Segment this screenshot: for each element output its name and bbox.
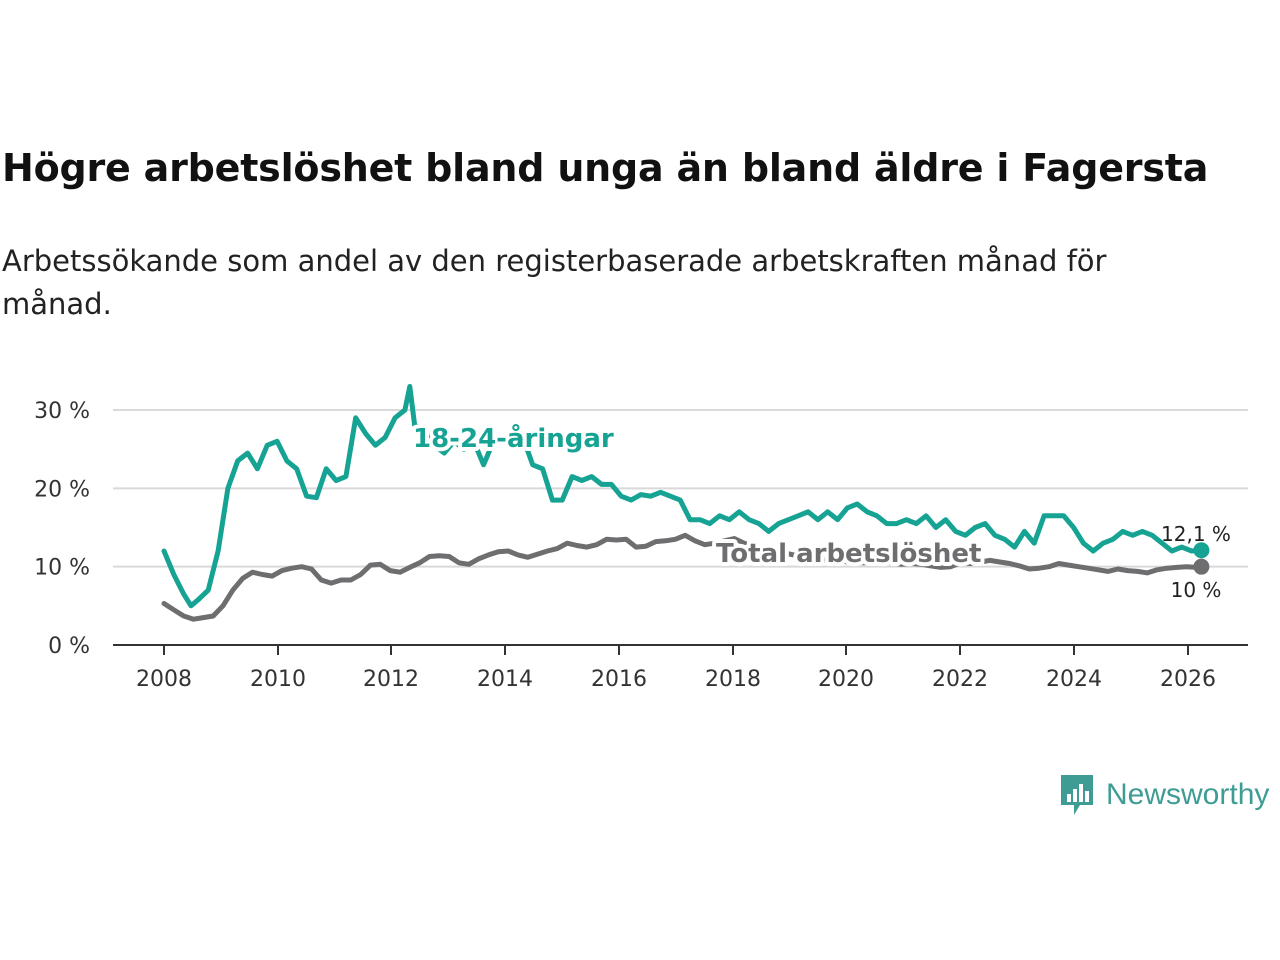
y-tick-label: 30 % (34, 399, 90, 424)
y-tick-label: 0 % (48, 634, 90, 659)
end-value-label-youth: 12,1 % (1161, 522, 1231, 546)
series-line-total (161, 532, 1204, 622)
y-tick-label: 10 % (34, 556, 90, 581)
x-tick-label: 2008 (136, 667, 192, 692)
newsworthy-logo: Newsworthy (1058, 772, 1269, 818)
x-tick-label: 2014 (477, 667, 533, 692)
x-tick-label: 2016 (591, 667, 647, 692)
series-end-marker-youth (1193, 542, 1210, 559)
series-label-total: Total arbetslöshet (716, 539, 981, 569)
chart-subtitle: Arbetssökande som andel av den registerb… (2, 244, 1107, 321)
newsworthy-logo-icon (1061, 775, 1093, 815)
newsworthy-logo-text: Newsworthy (1106, 778, 1270, 811)
series-label-youth: 18-24-åringar (413, 422, 614, 454)
series-label-youth-halo: 18-24-åringar (413, 422, 614, 454)
x-tick-label: 2020 (818, 667, 874, 692)
x-tick-label: 2022 (932, 667, 988, 692)
x-tick-label: 2026 (1160, 667, 1216, 692)
end-value-label-total: 10 % (1171, 578, 1222, 602)
x-tick-label: 2012 (363, 667, 419, 692)
chart-title: Högre arbetslöshet bland unga än bland ä… (2, 146, 1209, 190)
x-tick-label: 2018 (705, 667, 761, 692)
line-chart: 0 % 10 % 20 % 30 % 2008 2010 2012 2014 2016 2018 2… (34, 384, 1248, 692)
series-end-marker-total (1193, 558, 1210, 575)
x-tick-label: 2010 (250, 667, 306, 692)
series-line-youth (161, 384, 1204, 609)
y-tick-label: 20 % (34, 477, 90, 502)
series-label-total-halo: Total arbetslöshet (716, 539, 981, 569)
x-tick-label: 2024 (1046, 667, 1102, 692)
